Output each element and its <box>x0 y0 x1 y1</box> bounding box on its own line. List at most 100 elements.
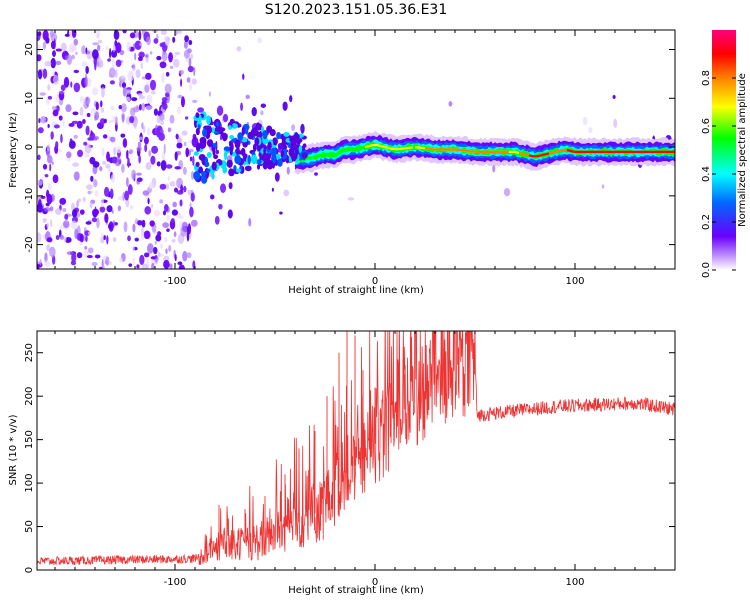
transition-blob <box>267 141 272 151</box>
spectral-blob <box>68 140 76 149</box>
spectral-blob <box>86 49 93 60</box>
ridge-core <box>424 147 509 153</box>
spectral-blob <box>112 44 116 53</box>
spectral-blob <box>164 35 171 46</box>
spectral-blob <box>39 92 47 96</box>
spectral-blob <box>83 141 88 146</box>
spectral-blob <box>129 115 135 124</box>
spectral-blob <box>96 61 100 67</box>
transition-blob <box>211 173 215 180</box>
spectral-blob <box>115 116 118 126</box>
colorbar-ticks: 0.0 0.2 0.4 0.6 0.8 <box>701 70 736 278</box>
spectral-blob <box>66 251 74 255</box>
spectral-blob <box>150 155 156 165</box>
transition-blob <box>214 130 220 136</box>
spectral-blob <box>109 260 113 266</box>
spectral-blob <box>136 172 142 176</box>
transition-blob <box>234 154 242 165</box>
spectral-blob <box>73 38 79 46</box>
spectral-blob <box>103 186 110 197</box>
transition-blob <box>255 122 261 131</box>
spectral-blob <box>72 162 79 167</box>
spectral-blob <box>100 84 106 90</box>
spectral-blob <box>94 254 101 259</box>
spectral-blob <box>153 38 159 44</box>
transition-blob <box>195 112 200 119</box>
spectral-blob <box>49 206 54 212</box>
spectral-blob <box>141 102 146 112</box>
spectral-blob <box>85 125 90 136</box>
snr-axes: -100 0 100 0 50 100 150 200 250 <box>24 331 676 588</box>
transition-blob <box>253 155 258 164</box>
spectral-blob <box>90 130 93 136</box>
spectral-blob <box>185 147 189 158</box>
x-tick-label: -100 <box>164 276 187 287</box>
spectral-blob <box>52 254 56 265</box>
figure-title: S120.2023.151.05.36.E31 <box>265 2 448 18</box>
spectral-blob <box>121 163 125 173</box>
spectral-blob <box>91 190 94 194</box>
spectral-blob <box>52 74 60 85</box>
transition-blob <box>223 146 231 152</box>
spectral-blob <box>121 113 125 123</box>
spectral-blob <box>131 169 137 180</box>
spectral-blob <box>145 54 149 58</box>
spectral-blob <box>50 57 56 69</box>
spectral-blob <box>86 255 93 259</box>
spectral-blob <box>42 68 48 79</box>
spectral-blob <box>112 237 117 242</box>
spectral-blob <box>150 256 156 260</box>
y-tick-label: 150 <box>24 430 35 449</box>
spectral-blob <box>162 210 167 216</box>
transition-blob <box>221 132 228 142</box>
spectral-blob <box>156 161 161 167</box>
spectral-blob <box>127 235 131 242</box>
spectral-blob <box>283 189 290 197</box>
spectral-blob <box>42 41 47 50</box>
spectral-blob <box>87 190 92 195</box>
spectral-blob <box>188 39 193 46</box>
x-tick-label: 0 <box>372 577 378 588</box>
transition-blob <box>272 137 278 146</box>
spectral-blob <box>95 101 99 111</box>
spectral-blob <box>111 49 118 58</box>
spectral-blob <box>104 260 109 265</box>
spectral-blob <box>89 201 93 209</box>
transition-blob <box>256 164 261 170</box>
transition-blob <box>301 152 308 159</box>
spectral-blob <box>84 143 92 154</box>
spectral-blob <box>260 110 264 116</box>
spectral-blob <box>101 147 105 157</box>
spectral-blob <box>85 221 92 225</box>
spectral-blob <box>94 190 99 197</box>
transition-blob <box>245 126 249 135</box>
spectral-blob <box>123 221 128 233</box>
spectral-blob <box>601 184 605 189</box>
ridge-core <box>528 152 550 158</box>
spectral-blob <box>99 166 103 172</box>
spectral-blob <box>120 74 125 80</box>
spectral-blob <box>104 118 107 124</box>
spectral-blob <box>140 230 145 241</box>
spectral-blob <box>189 202 192 208</box>
transition-blob <box>241 126 245 136</box>
spectral-blob <box>62 119 65 127</box>
spectral-blob <box>189 156 193 162</box>
spectral-blob <box>147 243 154 254</box>
spectral-blob <box>47 95 53 100</box>
spectral-blob <box>52 105 58 111</box>
y-tick-label: 10 <box>24 92 35 105</box>
transition-blob <box>229 135 235 140</box>
spectral-blob <box>63 76 70 88</box>
spectral-blob <box>102 160 107 165</box>
spectral-blob <box>134 237 139 242</box>
spectral-blob <box>162 102 168 110</box>
spectral-blob <box>89 156 96 165</box>
spectral-blob <box>208 91 211 97</box>
transition-blob <box>235 168 241 173</box>
spectral-blob <box>138 154 141 164</box>
spectral-blob <box>106 205 113 213</box>
spectral-blob <box>131 97 138 102</box>
spectral-blob <box>108 221 114 232</box>
